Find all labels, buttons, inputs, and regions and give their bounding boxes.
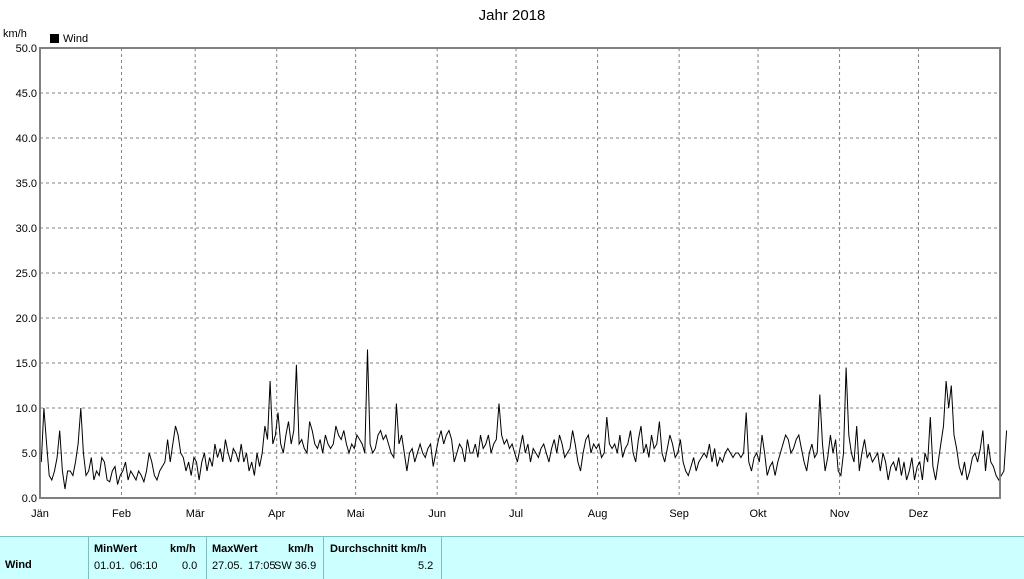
y-tick-label: 35.0 [16, 178, 37, 190]
axis-ticks: 0.0 5.0 10.0 15.0 20.0 25.0 30.0 35.0 40.0 45.0 50… [16, 43, 929, 520]
y-tick-label: 30.0 [16, 223, 37, 235]
y-tick-label: 40.0 [16, 133, 37, 145]
max-header: MaxWert [212, 543, 258, 555]
min-date: 01.01. [94, 560, 125, 572]
y-axis-unit: km/h [3, 28, 27, 40]
x-tick-label: Sep [669, 508, 689, 520]
min-unit: km/h [170, 543, 196, 555]
x-tick-label: Mai [347, 508, 365, 520]
plot-frame [39, 47, 1001, 499]
x-tick-label: Aug [588, 508, 608, 520]
y-tick-label: 15.0 [16, 358, 37, 370]
x-tick-label: Dez [909, 508, 929, 520]
y-tick-label: 5.0 [22, 448, 37, 460]
max-dir-value: SW 36.9 [274, 560, 317, 572]
legend-swatch [50, 34, 59, 43]
min-value: 0.0 [182, 560, 198, 572]
x-tick-label: Jul [509, 508, 523, 520]
avg-value: 5.2 [418, 560, 434, 572]
min-header: MinWert [94, 543, 138, 555]
x-tick-label: Nov [830, 508, 850, 520]
grid-lines [40, 48, 1000, 498]
y-tick-label: 10.0 [16, 403, 37, 415]
y-tick-label: 20.0 [16, 313, 37, 325]
series-line-wind [40, 349, 1008, 490]
max-time: 17:05 [248, 560, 276, 572]
chart-title: Jahr 2018 [479, 7, 546, 24]
x-tick-label: Apr [268, 508, 285, 520]
x-tick-label: Jun [428, 508, 446, 520]
x-tick-label: Mär [186, 508, 205, 520]
series-layer [40, 349, 1008, 490]
min-time: 06:10 [130, 560, 158, 572]
y-tick-label: 25.0 [16, 268, 37, 280]
max-date: 27.05. [212, 560, 243, 572]
max-unit: km/h [288, 543, 314, 555]
wind-chart: Jahr 2018 km/h Wind 0.0 5.0 10.0 15.0 20.0 25… [3, 7, 1008, 520]
legend-label-wind: Wind [63, 33, 88, 45]
x-tick-label: Jän [31, 508, 49, 520]
y-tick-label: 50.0 [16, 43, 37, 55]
x-tick-label: Okt [749, 508, 766, 520]
x-tick-label: Feb [112, 508, 131, 520]
avg-header: Durchschnitt km/h [330, 543, 427, 555]
y-tick-label: 0.0 [22, 493, 37, 505]
stats-row-label: Wind [5, 559, 32, 571]
stats-table: Wind MinWert km/h 01.01. 06:10 0.0 MaxWe… [0, 536, 1024, 579]
y-tick-label: 45.0 [16, 88, 37, 100]
